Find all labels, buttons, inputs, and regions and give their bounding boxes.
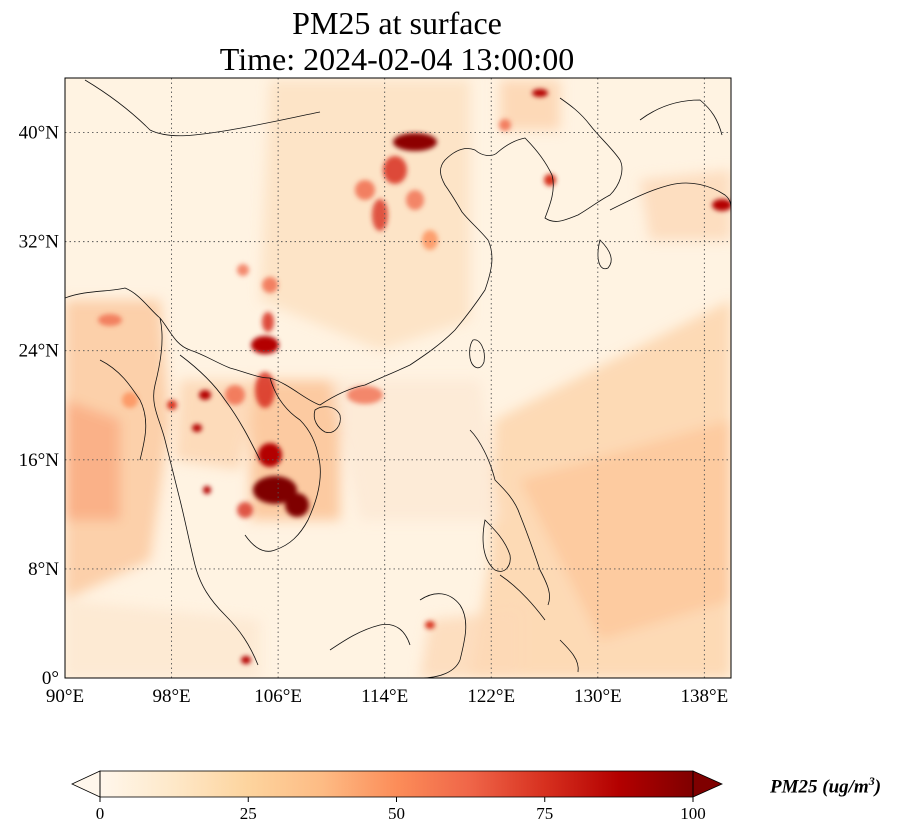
colorbar-tick-label: 25 xyxy=(240,804,257,823)
lat-tick-label: 16°N xyxy=(19,450,60,471)
colorbar-tick-label: 75 xyxy=(536,804,553,823)
lat-tick-label: 32°N xyxy=(19,232,60,253)
pm25-hotspots xyxy=(98,89,731,664)
colorbar-tick-label: 0 xyxy=(96,804,105,823)
lat-tick-label: 24°N xyxy=(19,341,60,362)
map-subtitle-time: Time: 2024-02-04 13:00:00 xyxy=(219,41,575,77)
map-gridlines xyxy=(65,78,731,678)
colorbar-unit-label: PM25 (ug/m3) xyxy=(770,774,882,798)
lon-tick-label: 98°E xyxy=(152,686,190,707)
lat-tick-label: 8°N xyxy=(28,559,59,580)
map-title: PM25 at surface xyxy=(292,5,502,41)
colorbar-extend-low xyxy=(71,770,101,798)
lon-tick-label: 122°E xyxy=(467,686,515,707)
colorbar: 0 25 50 75 100 xyxy=(71,770,723,823)
map-frame xyxy=(64,77,732,679)
lon-tick-label: 114°E xyxy=(361,686,408,707)
lon-tick-label: 90°E xyxy=(46,686,84,707)
colorbar-tick-label: 50 xyxy=(388,804,405,823)
lon-tick-label: 106°E xyxy=(254,686,302,707)
lat-tick-label: 40°N xyxy=(19,123,60,144)
coastlines-borders xyxy=(65,79,731,678)
colorbar-gradient xyxy=(100,771,693,797)
colorbar-extend-high xyxy=(692,770,723,798)
lat-tick-label: 0° xyxy=(42,668,59,689)
map-panel xyxy=(65,78,731,678)
lon-tick-label: 130°E xyxy=(574,686,622,707)
lon-tick-label: 138°E xyxy=(681,686,729,707)
lon-tick-labels: 90°E 98°E 106°E 114°E 122°E 130°E 138°E xyxy=(46,686,728,707)
colorbar-tick-label: 100 xyxy=(680,804,706,823)
lat-tick-labels: 0° 8°N 16°N 24°N 32°N 40°N xyxy=(19,123,60,689)
